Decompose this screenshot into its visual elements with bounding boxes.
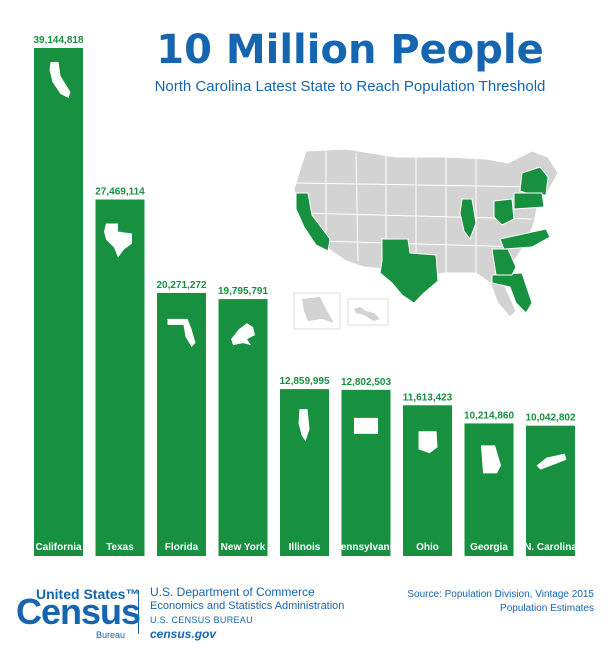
- value-label: 19,795,791: [218, 286, 268, 297]
- category-label: Illinois: [289, 542, 321, 553]
- chart-title: 10 Million People: [156, 27, 544, 73]
- map-florida: [491, 272, 533, 314]
- bar-pennsylvania: [341, 389, 391, 556]
- value-label: 27,469,114: [95, 187, 145, 198]
- brand-us: United States™: [36, 586, 140, 602]
- value-label: 20,271,272: [156, 280, 206, 291]
- value-label: 12,802,503: [341, 377, 391, 388]
- map-illinois: [459, 198, 477, 241]
- north-carolina-icon: [536, 453, 567, 470]
- map-pennsylvania: [513, 192, 545, 210]
- category-label: Florida: [165, 542, 199, 553]
- value-label: 39,144,818: [33, 35, 83, 46]
- category-label: Georgia: [470, 542, 508, 553]
- footer-divider: [138, 590, 139, 634]
- dept-line-2: Economics and Statistics Administration: [150, 600, 345, 612]
- map-hawaii: [354, 307, 380, 321]
- chart-subtitle: North Carolina Latest State to Reach Pop…: [154, 78, 546, 95]
- value-label: 11,613,423: [403, 392, 453, 403]
- florida-icon: [167, 318, 196, 347]
- map-ohio: [493, 198, 515, 226]
- value-label: 12,859,995: [279, 376, 329, 387]
- brand-bureau: Bureau: [96, 630, 126, 640]
- dept-line-3: U.S. CENSUS BUREAU: [150, 615, 253, 625]
- brand-census: Census: [16, 591, 141, 632]
- pennsylvania-icon: [354, 417, 378, 434]
- source-line-2: Population Estimates: [500, 603, 594, 614]
- value-label: 10,214,860: [464, 410, 514, 421]
- georgia-icon: [481, 445, 501, 474]
- map-alaska: [302, 297, 334, 323]
- map-north-carolina: [499, 228, 551, 250]
- bar-florida: [157, 292, 206, 556]
- california-icon: [49, 62, 71, 98]
- bar-georgia: [464, 423, 514, 556]
- category-label: Ohio: [416, 542, 439, 553]
- texas-icon: [104, 223, 132, 258]
- new-york-icon: [231, 323, 255, 346]
- category-label: California: [35, 542, 82, 553]
- source-note: Source: Population Division, Vintage 201…: [407, 588, 594, 616]
- map-texas: [379, 238, 439, 304]
- bar-n-carolina: [526, 425, 575, 556]
- census-gov-link[interactable]: census.gov: [150, 627, 217, 641]
- dept-line-1: U.S. Department of Commerce: [150, 585, 315, 599]
- bar-texas: [95, 199, 145, 557]
- category-label: New York: [221, 542, 266, 553]
- map-california: [295, 192, 331, 252]
- us-map-icon: [286, 143, 586, 333]
- bar-california: [34, 48, 83, 556]
- category-label: Pennsylvania: [334, 542, 398, 553]
- category-label: N. Carolina: [524, 542, 577, 553]
- bar-ohio: [403, 405, 452, 556]
- illinois-icon: [298, 409, 310, 442]
- value-label: 10,042,802: [525, 413, 575, 424]
- map-new-york: [519, 166, 549, 196]
- source-line-1: Source: Population Division, Vintage 201…: [407, 589, 594, 600]
- ohio-icon: [418, 431, 438, 454]
- department-block: U.S. Department of Commerce Economics an…: [150, 585, 344, 641]
- category-label: Texas: [106, 542, 134, 553]
